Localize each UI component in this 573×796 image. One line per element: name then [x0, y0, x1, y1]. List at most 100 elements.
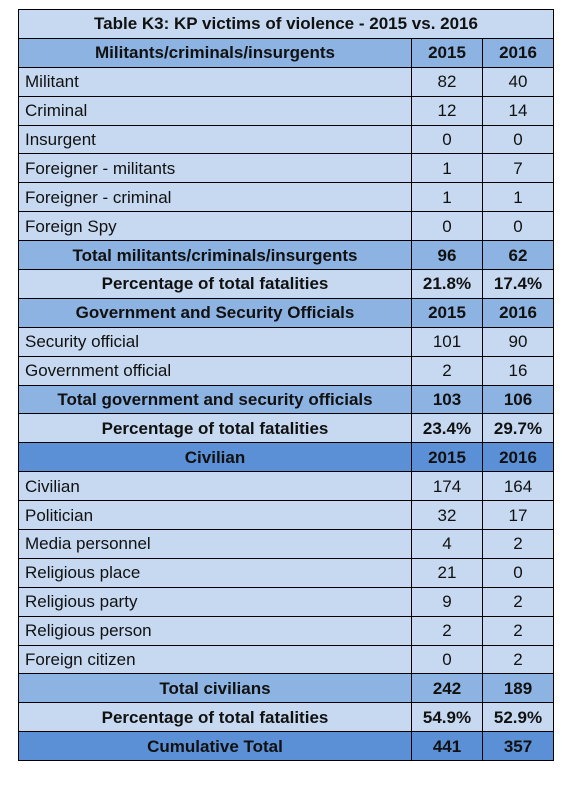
- cell-value: 0: [411, 211, 483, 242]
- section-header: Civilian 2015 2016: [18, 442, 554, 473]
- row-label: Government official: [18, 355, 412, 386]
- cell-value: 2016: [482, 442, 554, 473]
- row-label: Percentage of total fatalities: [18, 413, 412, 444]
- cell-value: 1: [411, 153, 483, 184]
- cell-value: 40: [482, 66, 554, 97]
- cell-value: 16: [482, 355, 554, 386]
- percentage-row: Percentage of total fatalities 54.9% 52.9%: [18, 702, 554, 733]
- data-row: Foreign Spy 0 0: [18, 211, 554, 242]
- cell-value: 12: [411, 95, 483, 126]
- total-row: Total militants/criminals/insurgents 96 62: [18, 240, 554, 271]
- data-row: Religious place 21 0: [18, 557, 554, 588]
- title-row: Table K3: KP victims of violence - 2015 …: [18, 9, 554, 39]
- cell-value: 164: [482, 471, 554, 502]
- cell-value: 32: [411, 500, 483, 531]
- cell-value: 21: [411, 557, 483, 588]
- cell-value: 2: [482, 586, 554, 617]
- cell-value: 23.4%: [411, 413, 483, 444]
- cell-value: 2016: [482, 37, 554, 68]
- cell-value: 2015: [411, 297, 483, 328]
- cell-value: 0: [482, 557, 554, 588]
- row-label: Insurgent: [18, 124, 412, 155]
- cell-value: 441: [411, 731, 483, 762]
- percentage-row: Percentage of total fatalities 23.4% 29.7%: [18, 413, 554, 444]
- row-label: Criminal: [18, 95, 412, 126]
- data-row: Religious person 2 2: [18, 615, 554, 646]
- cell-value: 0: [411, 644, 483, 675]
- cell-value: 2: [482, 529, 554, 559]
- row-label: Militant: [18, 66, 412, 97]
- cell-value: 62: [482, 240, 554, 271]
- data-row: Media personnel 4 2: [18, 529, 554, 559]
- cell-value: 2: [482, 615, 554, 646]
- row-label: Total civilians: [18, 673, 412, 704]
- data-row: Civilian 174 164: [18, 471, 554, 502]
- row-label: Media personnel: [18, 529, 412, 559]
- cell-value: 357: [482, 731, 554, 762]
- data-row: Foreigner - militants 1 7: [18, 153, 554, 184]
- row-label: Percentage of total fatalities: [18, 702, 412, 733]
- data-row: Militant 82 40: [18, 66, 554, 97]
- cell-value: 82: [411, 66, 483, 97]
- row-label: Security official: [18, 326, 412, 357]
- data-row: Criminal 12 14: [18, 95, 554, 126]
- cell-value: 189: [482, 673, 554, 704]
- cell-value: 1: [482, 182, 554, 213]
- row-label: Percentage of total fatalities: [18, 269, 412, 299]
- row-label: Religious party: [18, 586, 412, 617]
- row-label: Total militants/criminals/insurgents: [18, 240, 412, 271]
- cell-value: 7: [482, 153, 554, 184]
- table-body: Table K3: KP victims of violence - 2015 …: [18, 9, 554, 762]
- row-label: Foreign citizen: [18, 644, 412, 675]
- cell-value: 96: [411, 240, 483, 271]
- cell-value: 52.9%: [482, 702, 554, 733]
- data-row: Foreigner - criminal 1 1: [18, 182, 554, 213]
- cell-value: 14: [482, 95, 554, 126]
- data-row: Religious party 9 2: [18, 586, 554, 617]
- section-header: Government and Security Officials 2015 201…: [18, 297, 554, 328]
- cell-value: 90: [482, 326, 554, 357]
- data-row: Insurgent 0 0: [18, 124, 554, 155]
- cell-value: 242: [411, 673, 483, 704]
- cell-value: 2: [482, 644, 554, 675]
- cell-value: 4: [411, 529, 483, 559]
- total-row: Total civilians 242 189: [18, 673, 554, 704]
- victims-table: Table K3: KP victims of violence - 2015 …: [18, 9, 554, 762]
- cell-value: 0: [482, 124, 554, 155]
- row-label: Foreign Spy: [18, 211, 412, 242]
- row-label: Civilian: [18, 442, 412, 473]
- cell-value: 9: [411, 586, 483, 617]
- percentage-row: Percentage of total fatalities 21.8% 17.4%: [18, 269, 554, 299]
- cell-value: 174: [411, 471, 483, 502]
- cell-value: 21.8%: [411, 269, 483, 299]
- cell-value: 101: [411, 326, 483, 357]
- data-row: Foreign citizen 0 2: [18, 644, 554, 675]
- row-label: Politician: [18, 500, 412, 531]
- cell-value: 106: [482, 384, 554, 415]
- cell-value: 2016: [482, 297, 554, 328]
- row-label: Religious place: [18, 557, 412, 588]
- cell-value: 54.9%: [411, 702, 483, 733]
- row-label: Total government and security officials: [18, 384, 412, 415]
- table-title: Table K3: KP victims of violence - 2015 …: [18, 9, 554, 39]
- cell-value: 2: [411, 615, 483, 646]
- cell-value: 2015: [411, 37, 483, 68]
- data-row: Politician 32 17: [18, 500, 554, 531]
- cell-value: 0: [482, 211, 554, 242]
- cell-value: 17: [482, 500, 554, 531]
- row-label: Militants/criminals/insurgents: [18, 37, 412, 68]
- cell-value: 2015: [411, 442, 483, 473]
- row-label: Religious person: [18, 615, 412, 646]
- cell-value: 2: [411, 355, 483, 386]
- cell-value: 1: [411, 182, 483, 213]
- section-header: Militants/criminals/insurgents 2015 2016: [18, 37, 554, 68]
- cell-value: 17.4%: [482, 269, 554, 299]
- data-row: Security official 101 90: [18, 326, 554, 357]
- data-row: Government official 2 16: [18, 355, 554, 386]
- cell-value: 103: [411, 384, 483, 415]
- row-label: Foreigner - militants: [18, 153, 412, 184]
- row-label: Civilian: [18, 471, 412, 502]
- cell-value: 29.7%: [482, 413, 554, 444]
- row-label: Government and Security Officials: [18, 297, 412, 328]
